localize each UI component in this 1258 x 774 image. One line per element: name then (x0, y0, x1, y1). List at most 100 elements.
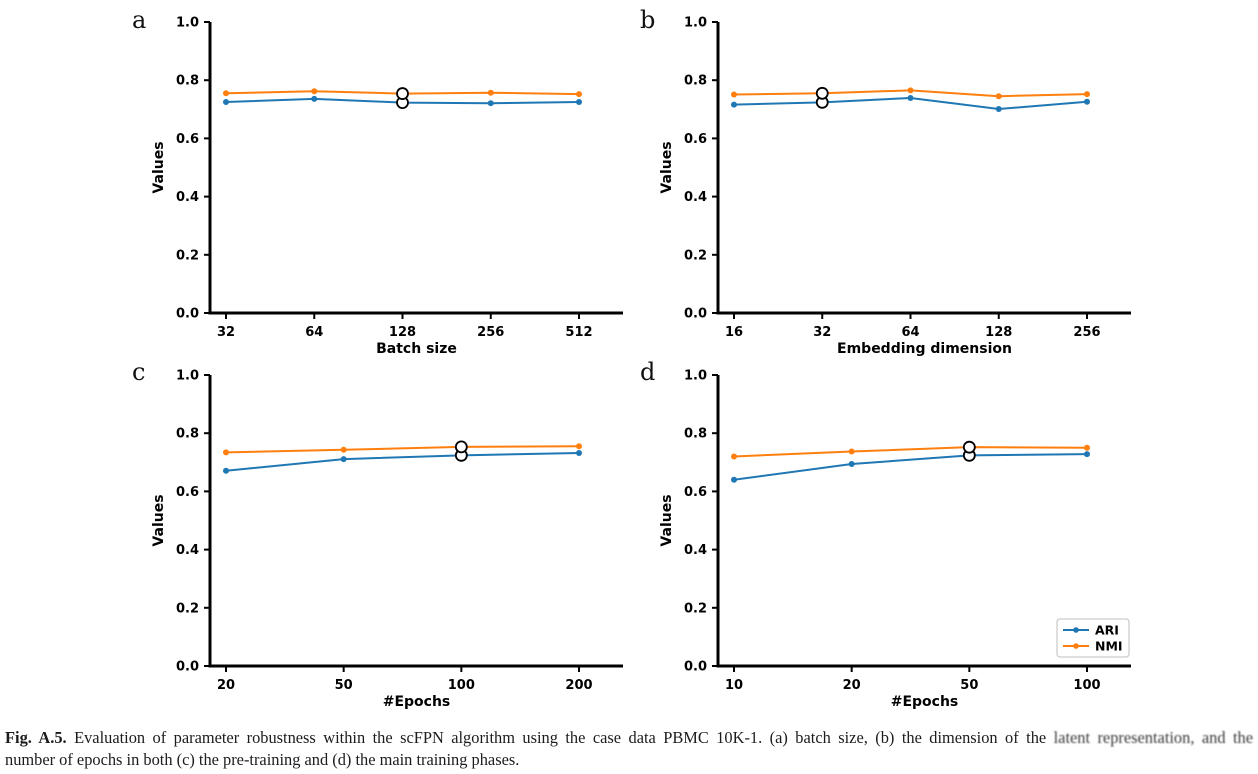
y-tick-label: 0.6 (176, 485, 199, 500)
x-tick-label: 100 (448, 678, 475, 693)
data-point (223, 90, 229, 97)
y-tick-label: 0.8 (176, 74, 199, 89)
chart-batch-size: 0.0 0.2 0.4 0.6 0.8 1.0 32 64 128 256 512 Batch siz… (151, 16, 623, 357)
chart-pretrain-epochs: 0.0 0.2 0.4 0.6 0.8 1.0 20 50 100 200 #Epochs Value… (151, 369, 623, 710)
highlight-marker (454, 440, 468, 454)
x-axis-label: Embedding dimension (837, 341, 1012, 357)
data-point (731, 453, 737, 460)
x-tick-label: 64 (305, 325, 323, 340)
data-point (1084, 98, 1090, 105)
y-tick-label: 0.2 (684, 601, 707, 616)
chart-embedding-dimension: 0.0 0.2 0.4 0.6 0.8 1.0 16 32 64 128 256 Embedding … (659, 16, 1131, 357)
x-axis-label: #Epochs (383, 694, 451, 710)
data-point (487, 100, 494, 107)
y-tick-label: 1.0 (684, 16, 707, 31)
panel-letter-d: d (640, 358, 656, 386)
caption-line-2: number of epochs in both (c) the pre-tra… (5, 750, 520, 769)
y-tick-label: 0.4 (684, 190, 707, 205)
panel-letter-c: c (132, 358, 146, 386)
data-point (311, 95, 318, 102)
data-point (340, 446, 347, 453)
data-point (848, 461, 855, 468)
y-tick-label: 0.8 (684, 427, 707, 442)
x-tick-label: 10 (725, 678, 743, 693)
data-point (223, 449, 229, 456)
caption-line-1: Fig. A.5. Evaluation of parameter robust… (5, 727, 1253, 749)
x-axis-label: #Epochs (891, 694, 959, 710)
data-point (487, 89, 494, 96)
data-point (995, 106, 1002, 113)
x-axis-label: Batch size (376, 341, 457, 357)
data-point (223, 99, 229, 106)
x-tick-label: 100 (1073, 678, 1100, 693)
data-point (907, 87, 914, 94)
data-point (907, 94, 914, 101)
data-point (576, 91, 582, 98)
x-tick-label: 32 (217, 325, 235, 340)
x-tick-label: 512 (565, 325, 592, 340)
series-line-ari (733, 453, 1088, 481)
y-axis-label: Values (151, 141, 167, 193)
chart-train-epochs: 0.0 0.2 0.4 0.6 0.8 1.0 10 20 50 100 #Epochs Values… (659, 369, 1131, 710)
x-tick-label: 200 (565, 678, 592, 693)
data-point (1084, 451, 1090, 458)
x-tick-label: 50 (960, 678, 978, 693)
highlight-marker (962, 440, 976, 454)
panel-letter-b: b (640, 6, 656, 34)
y-tick-label: 1.0 (684, 369, 707, 384)
x-tick-label: 32 (813, 325, 831, 340)
y-tick-label: 0.0 (176, 307, 199, 322)
data-point (576, 443, 582, 450)
caption-label: Fig. A.5. (5, 728, 67, 747)
y-axis-label: Values (659, 141, 675, 193)
y-tick-label: 0.6 (684, 485, 707, 500)
legend-label-nmi: NMI (1095, 639, 1123, 654)
y-tick-label: 1.0 (176, 16, 199, 31)
y-tick-label: 0.4 (176, 543, 199, 558)
x-tick-label: 256 (1073, 325, 1100, 340)
data-point (848, 448, 855, 455)
data-point (576, 449, 582, 456)
y-axis-label: Values (659, 494, 675, 546)
caption-text-blurred: latent representation, and the (1053, 728, 1253, 747)
panel-letter-a: a (132, 6, 147, 34)
data-point (576, 99, 582, 106)
x-tick-label: 128 (985, 325, 1012, 340)
x-tick-label: 256 (477, 325, 504, 340)
y-tick-label: 0.8 (684, 74, 707, 89)
legend-marker-nmi (1073, 643, 1079, 649)
y-tick-label: 0.2 (176, 248, 199, 263)
panel-pretrain-epochs: 0.0 0.2 0.4 0.6 0.8 1.0 20 50 100 200 #Epochs Value… (118, 361, 638, 721)
series-line-nmi (225, 445, 580, 454)
highlight-marker (815, 86, 829, 100)
data-point (340, 456, 347, 463)
y-tick-label: 0.6 (176, 132, 199, 147)
y-tick-label: 0.8 (176, 427, 199, 442)
data-point (995, 93, 1002, 100)
series-line-ari (225, 451, 580, 472)
data-point (1084, 444, 1090, 451)
panel-batch-size: 0.0 0.2 0.4 0.6 0.8 1.0 32 64 128 256 512 Batch siz… (118, 8, 638, 368)
legend-label-ari: ARI (1095, 623, 1119, 638)
x-tick-label: 16 (725, 325, 743, 340)
y-tick-label: 0.2 (684, 248, 707, 263)
legend-marker-ari (1073, 627, 1079, 633)
x-tick-label: 128 (389, 325, 416, 340)
x-tick-label: 50 (335, 678, 353, 693)
data-point (731, 91, 737, 98)
data-point (731, 101, 737, 108)
x-tick-label: 64 (901, 325, 919, 340)
highlight-marker (396, 87, 409, 100)
caption-text-start: Evaluation of parameter robustness withi… (74, 728, 1047, 747)
y-tick-label: 0.0 (176, 660, 199, 675)
x-tick-label: 20 (217, 678, 235, 693)
data-point (223, 467, 229, 474)
y-tick-label: 0.2 (176, 601, 199, 616)
y-tick-label: 1.0 (176, 369, 199, 384)
y-tick-label: 0.0 (684, 660, 707, 675)
x-tick-label: 20 (843, 678, 861, 693)
panel-train-epochs: 0.0 0.2 0.4 0.6 0.8 1.0 10 20 50 100 #Epochs Values… (626, 361, 1146, 721)
series-line-nmi (733, 446, 1088, 458)
